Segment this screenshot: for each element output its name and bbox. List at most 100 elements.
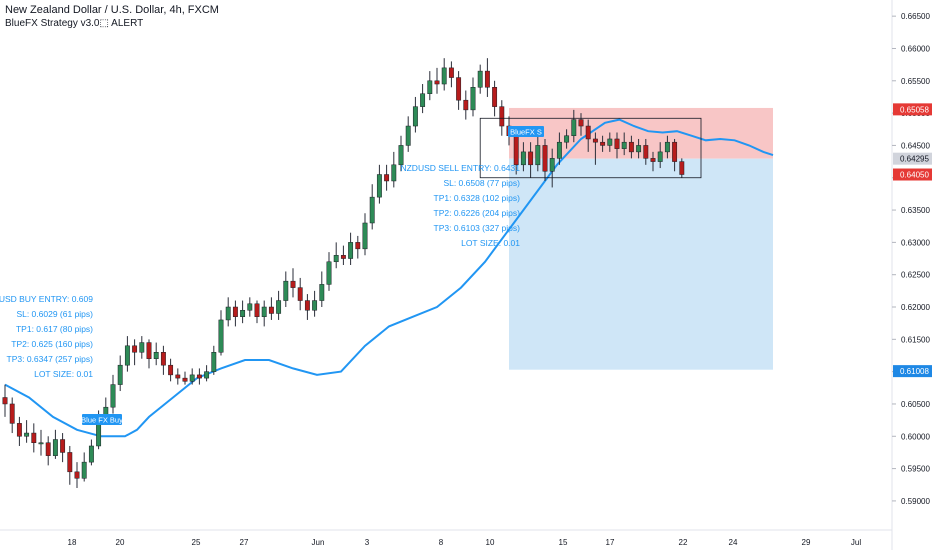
candle-body xyxy=(369,196,375,224)
candle xyxy=(175,368,181,385)
candle-body xyxy=(679,161,685,175)
candle-body xyxy=(643,145,649,159)
sell-annotation-line: TP3: 0.6103 (327 pips) xyxy=(434,223,521,233)
candle-body xyxy=(477,70,483,88)
candle xyxy=(189,368,195,385)
candle-body xyxy=(549,158,555,172)
time-tick-label: 8 xyxy=(439,538,444,547)
candle-body xyxy=(45,442,51,456)
candle xyxy=(182,371,188,385)
candle-body xyxy=(16,423,22,437)
candle xyxy=(304,294,310,320)
candle-body xyxy=(24,432,30,437)
annotations: NZDUSD BUY ENTRY: 0.609 SL: 0.6029 (61 p… xyxy=(0,163,520,379)
price-badge-bg xyxy=(893,152,932,165)
candle-body xyxy=(88,445,94,463)
candle-body xyxy=(204,371,210,379)
candle-body xyxy=(499,106,505,127)
buy-annotation: NZDUSD BUY ENTRY: 0.609 SL: 0.6029 (61 p… xyxy=(0,294,93,379)
time-axis[interactable]: 18 20 25 27 Jun 3 8 10 15 17 22 24 29 Jul xyxy=(0,529,892,547)
candle-body xyxy=(117,364,123,385)
buy-annotation-line: TP1: 0.617 (80 pips) xyxy=(16,324,93,334)
candle-body xyxy=(60,439,66,453)
candle-body xyxy=(556,141,562,159)
time-tick-label: 10 xyxy=(486,538,495,547)
range-rectangle xyxy=(479,117,702,179)
sell-signal[interactable]: BlueFX S xyxy=(508,126,544,137)
candle xyxy=(549,148,555,188)
take-profit-zone xyxy=(509,158,773,370)
price-badge: 0.64050 xyxy=(893,168,932,181)
candle-body xyxy=(110,384,116,408)
candle-body xyxy=(297,287,303,301)
candle xyxy=(657,142,663,169)
candle xyxy=(240,300,246,324)
price-tick-label: 0.65500 xyxy=(901,77,930,86)
candle-body xyxy=(160,352,166,366)
candle xyxy=(484,58,490,97)
candle xyxy=(67,445,73,485)
price-badge-bg xyxy=(893,365,932,378)
candle xyxy=(614,132,620,159)
price-badges: 0.65058 0.64295 0.64050 0.61008 xyxy=(893,103,932,378)
candle-body xyxy=(434,80,440,85)
time-tick-label: Jul xyxy=(851,538,861,547)
candle-body xyxy=(225,306,231,321)
candle xyxy=(600,135,606,152)
candle-body xyxy=(175,374,181,379)
time-tick-label: 29 xyxy=(802,538,811,547)
candle-body xyxy=(74,471,80,479)
sell-annotation-line: TP1: 0.6328 (102 pips) xyxy=(434,193,521,203)
candle-body xyxy=(168,364,174,376)
buy-signal[interactable]: Blue FX Buy xyxy=(81,414,123,425)
candle-body xyxy=(376,174,382,198)
sell-annotation-line: NZDUSD SELL ENTRY: 0.6431 xyxy=(400,163,520,173)
candle-body xyxy=(146,342,152,359)
candle-body xyxy=(513,135,519,166)
candle-body xyxy=(81,461,87,479)
candle-body xyxy=(319,284,325,301)
candle xyxy=(45,436,51,466)
candle-body xyxy=(664,141,670,153)
candle xyxy=(556,132,562,165)
candle xyxy=(391,151,397,188)
price-axis[interactable]: 0.665000.660000.655000.650000.645000.640… xyxy=(891,0,930,550)
candle-body xyxy=(254,303,260,317)
candle-body xyxy=(240,309,246,317)
buy-annotation-line: TP3: 0.6347 (257 pips) xyxy=(7,354,94,364)
sell-signal-label: BlueFX S xyxy=(510,128,542,137)
time-tick-label: 24 xyxy=(729,538,738,547)
candles xyxy=(2,58,685,488)
ma-line xyxy=(4,118,774,438)
time-tick-label: 3 xyxy=(365,538,370,547)
candle xyxy=(528,142,534,178)
candle-body xyxy=(441,67,447,85)
time-tick-label: 20 xyxy=(116,538,125,547)
candle xyxy=(326,252,332,291)
candle-body xyxy=(247,303,253,311)
candle xyxy=(52,429,58,459)
candle xyxy=(420,84,426,114)
candle xyxy=(441,58,447,91)
price-tick-label: 0.62500 xyxy=(901,271,930,280)
candle-body xyxy=(614,138,620,149)
candle xyxy=(24,420,30,443)
time-tick-label: Jun xyxy=(312,538,325,547)
price-badge-bg xyxy=(893,103,932,116)
candle xyxy=(254,300,260,324)
candle-body xyxy=(564,135,570,143)
candle-body xyxy=(456,77,462,101)
candle-body xyxy=(398,145,404,166)
candle-body xyxy=(528,151,534,166)
candle xyxy=(592,132,598,165)
candle xyxy=(376,164,382,204)
candle-body xyxy=(621,141,627,149)
candle-body xyxy=(31,432,37,443)
candle xyxy=(564,129,570,149)
price-tick-label: 0.62000 xyxy=(901,303,930,312)
candle xyxy=(362,213,368,256)
candle-body xyxy=(520,151,526,166)
candle-body xyxy=(600,141,606,146)
